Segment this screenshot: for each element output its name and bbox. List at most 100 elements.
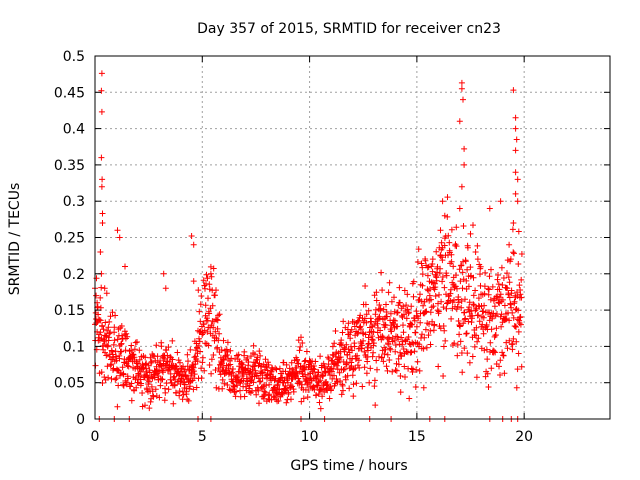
data-point (382, 346, 389, 353)
data-point (394, 323, 401, 330)
data-point (251, 351, 258, 358)
data-point (156, 394, 163, 401)
data-point (266, 381, 273, 388)
data-point (386, 357, 393, 363)
data-point (486, 309, 493, 316)
data-point (148, 383, 155, 390)
data-point (216, 330, 223, 337)
data-point (224, 348, 231, 355)
data-point (319, 393, 326, 400)
data-point (506, 279, 513, 286)
data-point (250, 379, 257, 386)
data-point (341, 366, 348, 372)
data-point (356, 364, 363, 371)
data-point (470, 274, 477, 281)
data-point (373, 297, 380, 304)
data-point (133, 384, 140, 391)
data-point (109, 309, 116, 316)
data-point (161, 397, 168, 404)
data-point (295, 360, 302, 367)
data-point (200, 277, 207, 284)
data-point (293, 369, 300, 376)
data-point (480, 308, 487, 315)
data-point (507, 301, 514, 308)
data-point (387, 310, 394, 317)
data-point (111, 324, 118, 331)
data-point (438, 239, 445, 246)
data-point (358, 326, 364, 333)
y-tick-label: 0.45 (54, 85, 85, 101)
data-point (396, 284, 403, 291)
data-point (437, 265, 444, 272)
data-point (287, 382, 294, 389)
data-point (283, 385, 290, 392)
data-point (118, 340, 125, 347)
data-point (216, 311, 223, 318)
data-point (348, 326, 355, 333)
data-point (472, 249, 479, 255)
data-point (453, 224, 460, 231)
data-point (501, 302, 508, 309)
data-point (224, 339, 231, 346)
data-point (499, 296, 506, 303)
data-point (272, 375, 279, 382)
data-point (296, 347, 303, 354)
x-tick-label: 0 (91, 429, 100, 445)
data-point (391, 337, 398, 344)
data-point (419, 331, 425, 338)
data-point (420, 345, 427, 352)
data-point (213, 287, 219, 294)
data-point (467, 230, 474, 237)
data-points (92, 70, 525, 422)
data-point (426, 321, 432, 328)
data-point (514, 366, 521, 373)
data-point (177, 359, 183, 366)
data-point (424, 264, 431, 271)
data-point (105, 374, 112, 381)
data-point (114, 403, 121, 410)
data-point (457, 338, 464, 345)
data-point (388, 298, 395, 305)
data-point (98, 108, 105, 115)
data-point (515, 307, 522, 314)
data-point (387, 346, 394, 353)
data-point (401, 311, 407, 318)
data-point (288, 396, 294, 403)
data-point (204, 328, 211, 335)
data-point (492, 349, 499, 356)
data-point (350, 393, 357, 400)
data-point (491, 348, 498, 355)
data-point (448, 226, 455, 233)
data-point (187, 383, 193, 390)
data-point (294, 371, 301, 377)
data-point (158, 343, 165, 350)
data-point (257, 352, 264, 359)
data-point (210, 352, 217, 358)
data-point (184, 351, 191, 358)
data-point (131, 387, 138, 394)
data-point (436, 291, 442, 298)
data-point (162, 285, 169, 292)
data-point (395, 361, 402, 368)
data-point (383, 301, 389, 308)
data-point (446, 239, 453, 246)
data-point (401, 287, 408, 294)
data-point (496, 363, 502, 370)
data-point (481, 347, 488, 354)
data-point (472, 287, 479, 294)
data-point (459, 285, 466, 292)
data-point (512, 190, 519, 197)
data-point (362, 331, 369, 338)
data-point (96, 316, 103, 323)
data-point (252, 359, 259, 366)
data-point (321, 364, 328, 371)
data-point (162, 389, 169, 396)
data-point (150, 393, 157, 400)
data-point (313, 392, 320, 399)
data-point (103, 352, 110, 359)
data-point (240, 377, 247, 384)
data-point (208, 273, 215, 280)
data-point (509, 226, 516, 233)
data-point (224, 382, 231, 388)
data-point (123, 379, 130, 386)
